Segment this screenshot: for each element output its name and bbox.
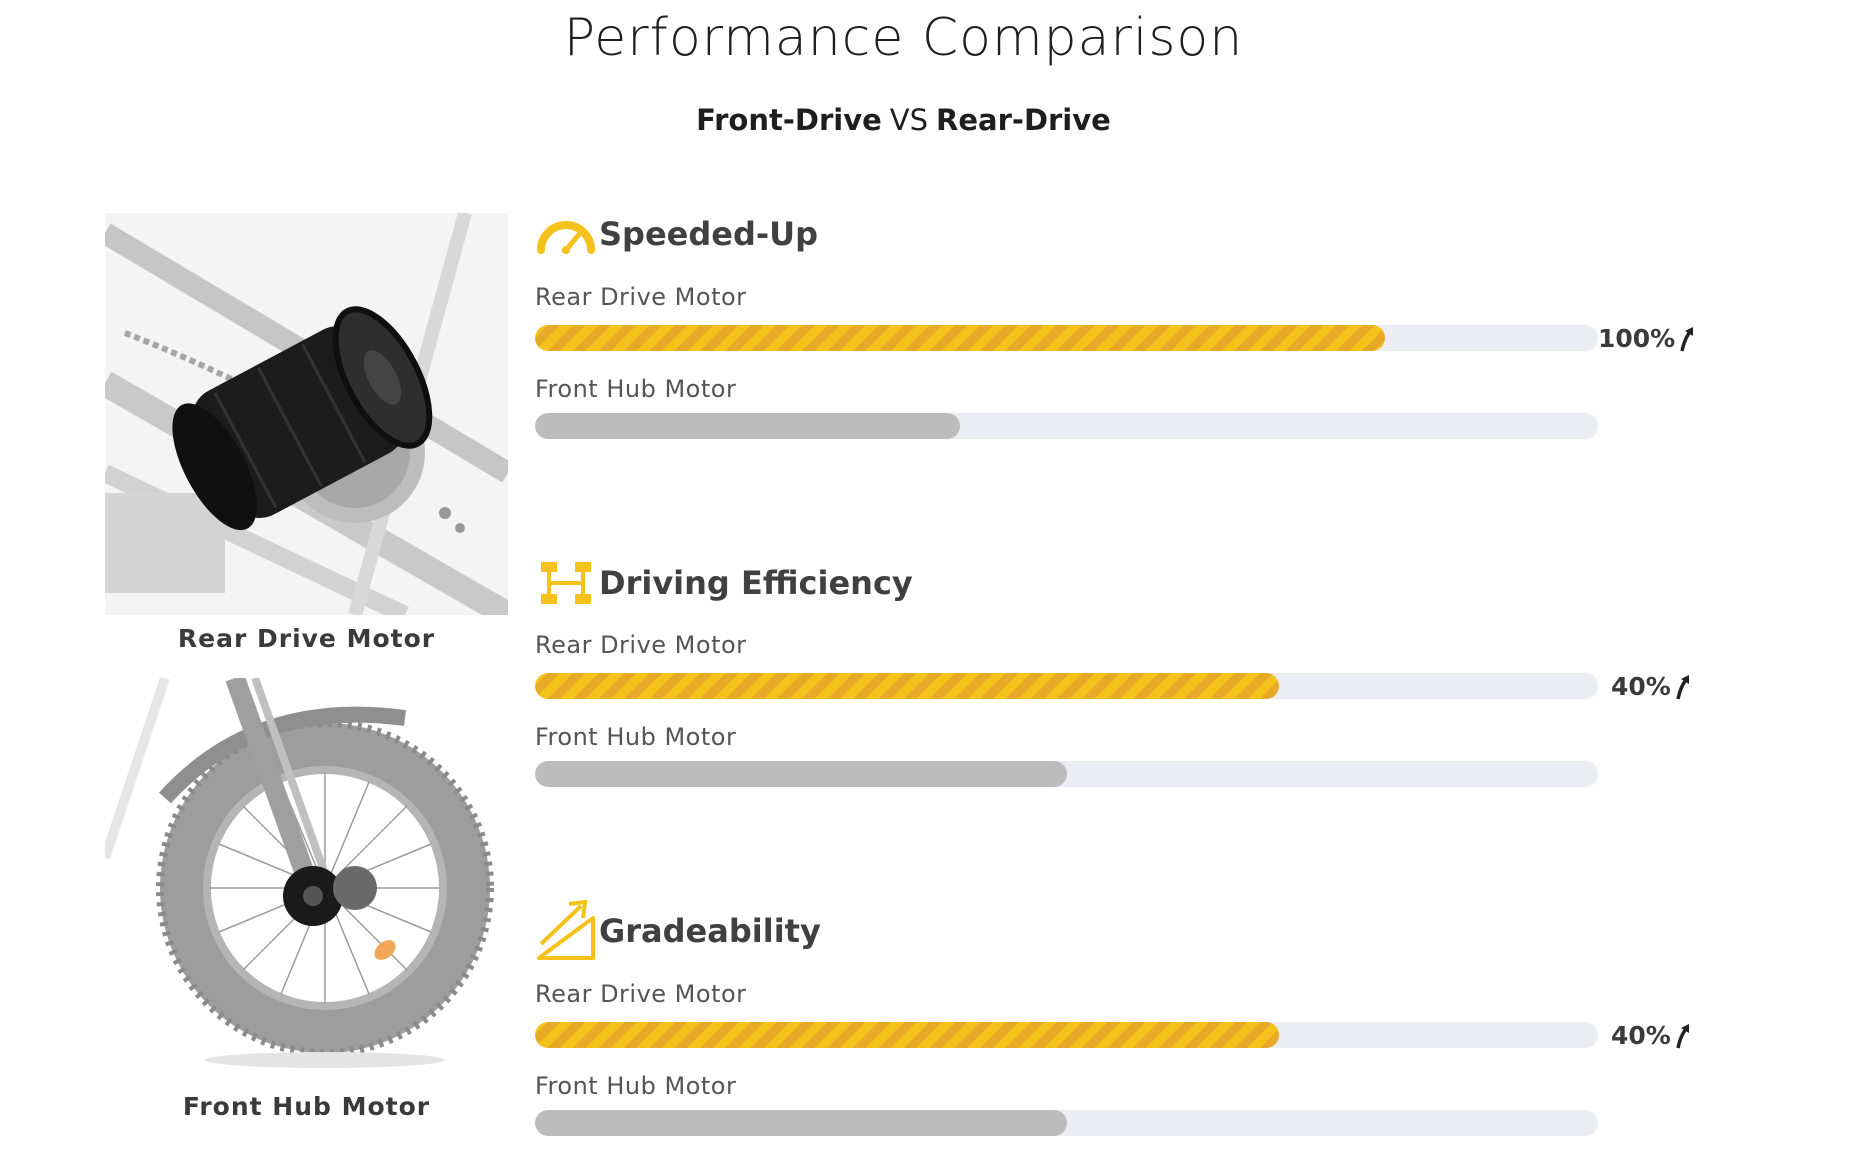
section-title: Driving Efficiency [599,564,913,602]
speedometer-icon [535,210,597,258]
arrow-up-icon [1676,674,1689,699]
rear-motor-label: Rear Drive Motor [535,980,747,1008]
front-motor-bar [535,1110,1598,1136]
rear-motor-bar-fill [535,1022,1280,1048]
section-speeded-up: Speeded-Up Rear Drive Motor 100% Front H… [535,210,1735,450]
rear-motor-bar [535,325,1598,351]
front-motor-label: Front Hub Motor [535,1072,737,1100]
rear-motor-image [105,213,508,615]
front-motor-label: Front Hub Motor [535,375,737,403]
front-hub-caption: Front Hub Motor [182,1092,431,1121]
page-subtitle: Front-Drive VS Rear-Drive [0,103,1807,137]
section-gradeability: Gradeability Rear Drive Motor 40% Front … [535,900,1735,1140]
section-header: Speeded-Up [535,210,818,258]
rear-motor-label: Rear Drive Motor [535,283,747,311]
percent-badge: 40% [1611,672,1695,701]
rear-motor-bar-fill [535,325,1386,351]
subtitle-front-drive: Front-Drive [696,103,882,137]
rear-motor-label: Rear Drive Motor [535,631,747,659]
percent-badge: 40% [1611,1021,1695,1050]
percent-value: 40% [1611,672,1671,701]
section-driving-efficiency: Driving Efficiency Rear Drive Motor 40% … [535,559,1735,799]
incline-icon [535,900,597,962]
rear-motor-caption: Rear Drive Motor [177,624,436,653]
arrow-up-icon [1680,326,1694,351]
percent-value: 40% [1611,1021,1671,1050]
percent-value: 100% [1598,324,1676,353]
page-title: Performance Comparison [563,8,1244,68]
percent-badge: 100% [1598,324,1699,353]
front-motor-bar [535,413,1598,439]
front-hub-wheel-image [105,678,508,1080]
rear-motor-bar [535,673,1598,699]
front-motor-bar-fill [535,761,1067,787]
subtitle-rear-drive: Rear-Drive [936,103,1111,137]
rear-motor-bar [535,1022,1598,1048]
axle-icon [535,559,597,607]
section-header: Driving Efficiency [535,559,913,607]
front-motor-bar [535,761,1598,787]
arrow-up-icon [1676,1023,1689,1048]
rear-motor-bar-fill [535,673,1280,699]
subtitle-vs: VS [889,103,929,137]
front-motor-label: Front Hub Motor [535,723,737,751]
front-motor-bar-fill [535,1110,1067,1136]
section-title: Gradeability [599,912,821,950]
section-title: Speeded-Up [599,215,819,253]
section-header: Gradeability [535,900,821,962]
front-motor-bar-fill [535,413,961,439]
